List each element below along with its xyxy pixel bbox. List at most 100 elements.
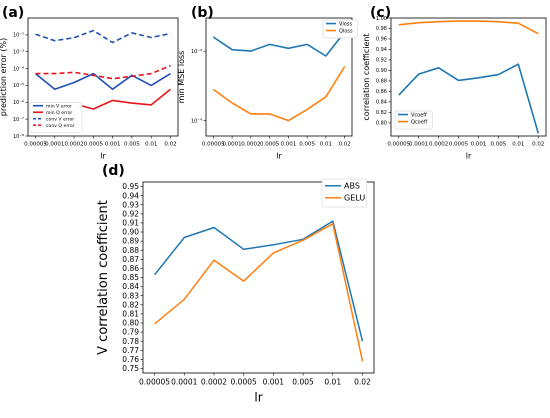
y-tick-label: 0.90: [122, 228, 139, 237]
series-line: [212, 66, 346, 122]
y-tick-label: 0.77: [122, 346, 139, 355]
y-tick-label: 0.93: [122, 200, 139, 209]
y-axis-label: V correlation coefficient: [96, 200, 111, 355]
x-tick-label: 0.005: [491, 142, 507, 148]
legend-label: conv Q error: [46, 123, 75, 129]
x-tick-label: 0.01: [145, 142, 157, 148]
legend-label: Vcoeff: [411, 112, 427, 118]
x-tick-label: 0.02: [164, 142, 176, 148]
x-tick-label: 0.0002: [241, 142, 260, 148]
x-tick-label: 0.00005: [387, 142, 410, 148]
plot-frame: [390, 17, 547, 137]
y-tick-label: 0.87: [122, 255, 139, 264]
x-tick-label: 0.00005: [139, 378, 170, 387]
x-tick-label: 0.00005: [24, 142, 47, 148]
y-tick-label: 0.83: [122, 291, 139, 300]
legend-box: [394, 110, 433, 130]
x-tick-label: 0.001: [471, 142, 487, 148]
x-tick-label: 0.001: [105, 142, 121, 148]
plot-frame: [27, 17, 179, 137]
y-tick-label: 0.84: [376, 100, 387, 106]
y-axis-label: min MSE loss: [177, 51, 186, 104]
y-tick-label: 0.90: [376, 68, 387, 74]
x-tick-label: 0.001: [263, 378, 285, 387]
legend-label: min V error: [46, 103, 72, 109]
series-line: [212, 31, 346, 57]
plot-frame: [142, 181, 375, 374]
y-tick-label: 0.88: [122, 246, 139, 255]
y-tick-label: 10⁻⁸: [13, 134, 24, 140]
x-tick-label: 0.01: [324, 378, 341, 387]
x-tick-label: 0.0002: [429, 142, 448, 148]
x-tick-label: 0.0005: [231, 378, 257, 387]
panel-label-a: (a): [2, 5, 24, 21]
legend-label: Qloss: [339, 28, 353, 34]
panel-label-c: (c): [370, 5, 391, 21]
y-tick-label: 0.86: [122, 264, 139, 273]
y-tick-label: 10⁻²: [13, 33, 24, 39]
y-tick-label: 0.82: [376, 110, 387, 116]
y-tick-label: 0.81: [122, 310, 139, 319]
y-tick-label: 10⁻³: [191, 49, 202, 55]
legend-label: GELU: [344, 194, 365, 203]
panel-label-d: (d): [102, 163, 125, 179]
x-tick-label: 0.02: [532, 142, 544, 148]
legend-label: conv V error: [46, 116, 74, 122]
y-axis-label: correlation coefficient: [362, 33, 371, 120]
y-tick-label: 0.94: [376, 47, 387, 53]
x-tick-label: 0.0005: [260, 142, 280, 148]
x-tick-label: 0.0005: [449, 142, 469, 148]
y-tick-label: 10⁻³: [13, 49, 24, 55]
legend-label: min Q error: [46, 110, 72, 116]
x-tick-label: 0.0005: [84, 142, 104, 148]
y-tick-label: 0.94: [122, 191, 139, 200]
y-tick-label: 10⁻⁴: [13, 66, 24, 72]
y-axis-label: prediction error (%): [0, 38, 8, 116]
panel-label-b: (b): [191, 5, 214, 21]
y-tick-label: 0.79: [122, 328, 139, 337]
x-tick-label: 0.0002: [201, 378, 227, 387]
x-tick-label: 0.005: [124, 142, 140, 148]
chart-panel-d: 0.750.760.770.780.790.800.810.820.830.84…: [96, 178, 375, 405]
y-tick-label: 10⁻⁶: [13, 100, 24, 106]
y-tick-label: 0.95: [122, 182, 139, 191]
y-tick-label: 1.00: [376, 16, 387, 22]
legend-box: [322, 19, 358, 39]
y-tick-label: 0.88: [376, 79, 387, 85]
y-tick-label: 0.91: [122, 219, 139, 228]
chart-panel-a: 10⁻⁸10⁻⁷10⁻⁶10⁻⁵10⁻⁴10⁻³10⁻²0.000050.000…: [0, 17, 179, 161]
x-tick-label: 0.0001: [409, 142, 428, 148]
x-tick-label: 0.01: [320, 142, 332, 148]
x-axis-label: lr: [100, 152, 106, 161]
x-tick-label: 0.001: [281, 142, 297, 148]
series-line: [34, 72, 171, 90]
x-tick-label: 0.02: [339, 142, 351, 148]
y-tick-label: 0.98: [376, 26, 387, 32]
series-line: [398, 20, 539, 35]
x-axis-label: lr: [466, 152, 472, 161]
series-line: [154, 223, 364, 362]
y-tick-label: 0.76: [122, 355, 139, 364]
legend-label: ABS: [344, 182, 360, 191]
y-tick-label: 0.82: [122, 300, 139, 309]
y-tick-label: 0.75: [122, 364, 139, 373]
y-tick-label: 0.92: [122, 209, 139, 218]
y-tick-label: 0.96: [376, 37, 387, 43]
x-tick-label: 0.02: [354, 378, 371, 387]
y-tick-label: 10⁻⁷: [13, 117, 24, 123]
x-tick-label: 0.0001: [45, 142, 64, 148]
series-line: [154, 220, 364, 342]
series-line: [35, 64, 171, 80]
x-tick-label: 0.0001: [222, 142, 241, 148]
y-tick-label: 0.80: [122, 319, 139, 328]
x-tick-label: 0.00005: [202, 142, 225, 148]
x-axis-label: lr: [276, 152, 282, 161]
x-tick-label: 0.0002: [64, 142, 83, 148]
y-tick-label: 0.80: [376, 121, 387, 127]
x-tick-label: 0.01: [512, 142, 524, 148]
legend-label: Qcoeff: [411, 119, 428, 125]
y-tick-label: 0.84: [122, 282, 139, 291]
y-tick-label: 0.85: [122, 273, 139, 282]
